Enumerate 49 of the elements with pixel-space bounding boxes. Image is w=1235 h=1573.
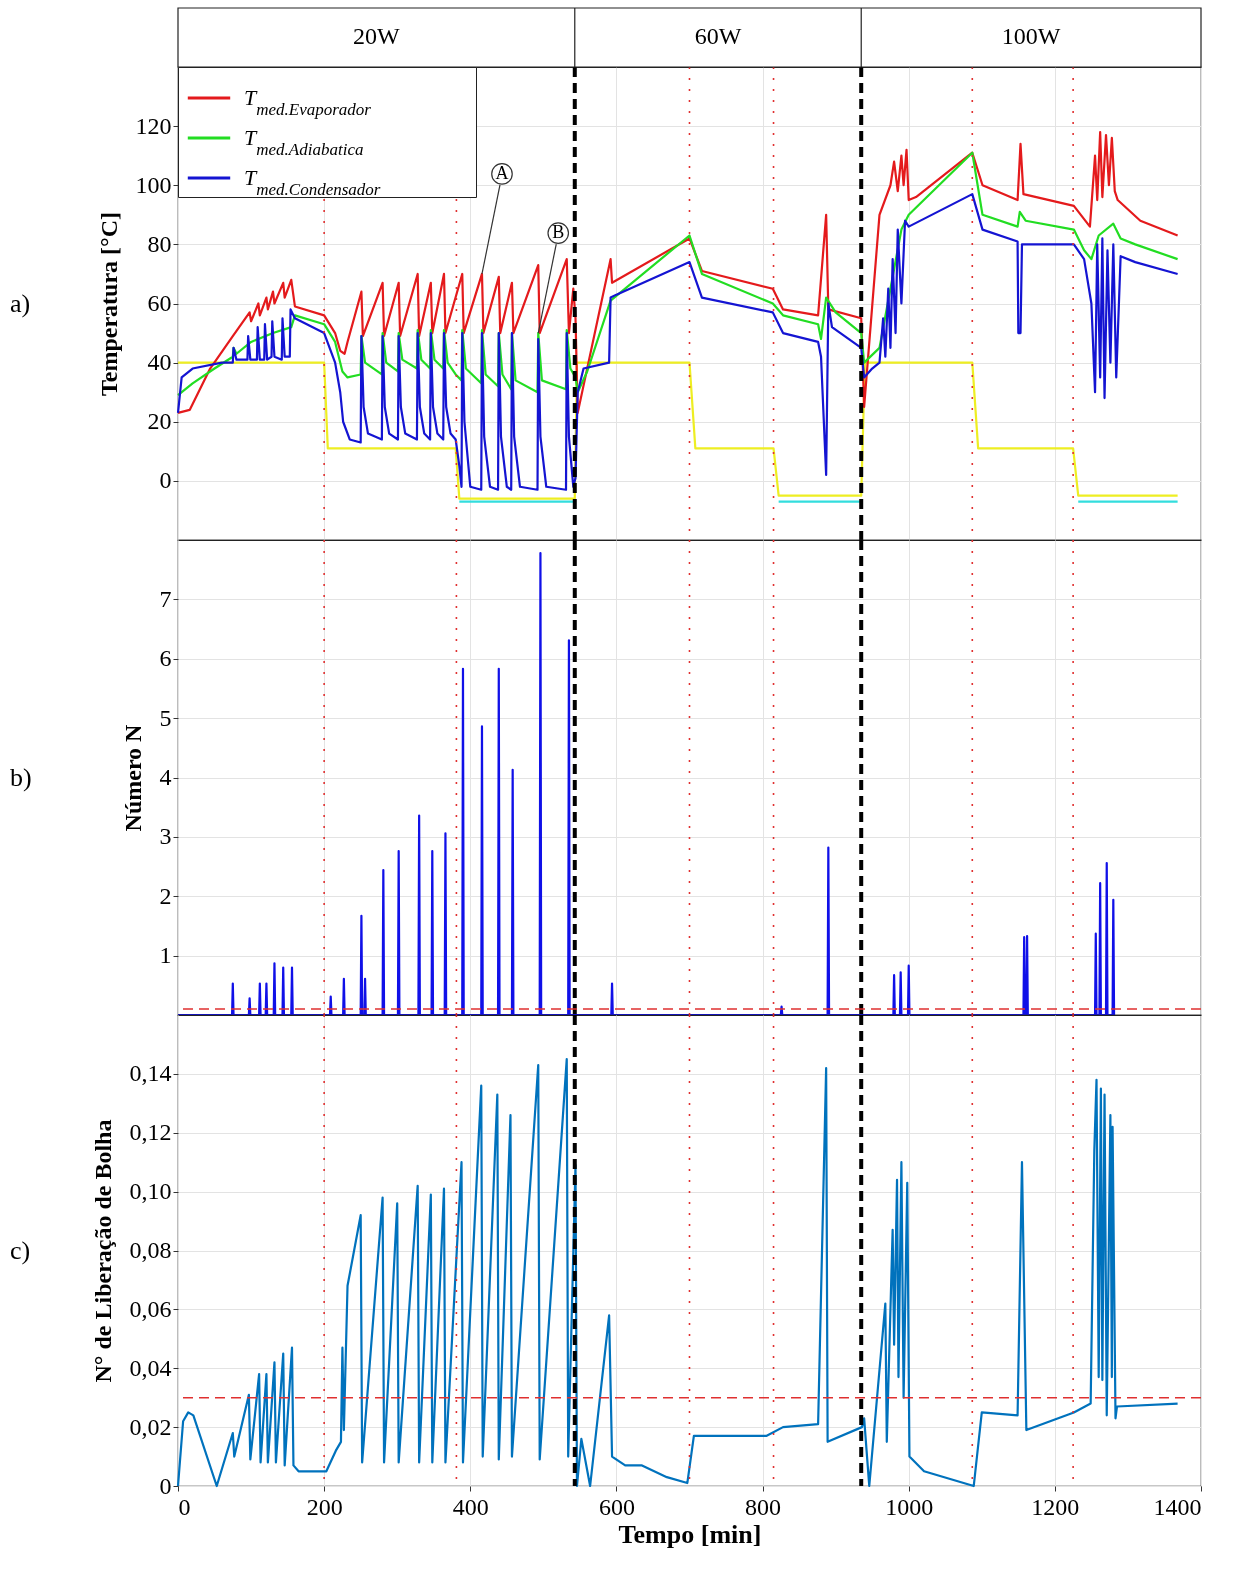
line-series [176, 361, 1179, 500]
y-tick-label: 80 [147, 230, 172, 257]
text: c) [10, 1235, 31, 1265]
y-tick-label: 0,14 [129, 1060, 172, 1087]
y-tick-label: 0,08 [129, 1237, 172, 1263]
text: b) [10, 762, 32, 792]
y-tick-label: 0,06 [129, 1295, 172, 1322]
legend-label: T$_{med.Condensador}$ [244, 165, 381, 199]
y-tick-label: 0,10 [129, 1178, 172, 1205]
x-tick-label: 1400 [1153, 1493, 1202, 1520]
y-tick-label: 0,12 [129, 1119, 172, 1146]
y-tick-label: 0,04 [129, 1354, 172, 1381]
y-axis-title: N° de Liberação de Bolha [89, 1119, 116, 1383]
annotation: B [552, 222, 565, 243]
y-tick-label: 0,02 [129, 1413, 172, 1440]
line-series [176, 551, 1116, 1017]
y-tick-label: 0 [159, 467, 172, 494]
x-tick-label: 1200 [1031, 1493, 1080, 1520]
x-tick-label: 200 [306, 1493, 343, 1520]
text: a) [10, 288, 31, 318]
y-tick-label: 40 [147, 349, 172, 376]
y-tick-label: 5 [159, 704, 172, 731]
x-tick-label: 1000 [885, 1493, 934, 1520]
line-series [176, 193, 1179, 491]
x-tick-label: 600 [598, 1493, 635, 1520]
y-tick-label: 60 [147, 290, 172, 316]
x-axis-title: Tempo [min] [618, 1519, 762, 1549]
y-tick-label: 100 [135, 171, 172, 198]
y-tick-label: 3 [159, 823, 172, 850]
y-tick-label: 0 [159, 1472, 172, 1499]
x-tick-label: 800 [745, 1493, 782, 1520]
y-tick-label: 7 [159, 585, 172, 612]
annotation: A [495, 162, 509, 183]
legend-label: T$_{med.Adiabatica}$ [244, 125, 364, 159]
y-tick-label: 120 [135, 112, 172, 139]
y-axis-title: Temperatura [°C] [95, 211, 122, 397]
y-tick-label: 20 [147, 408, 172, 435]
legend-label: T$_{med.Evaporador}$ [244, 85, 372, 119]
text: 100W [1001, 23, 1061, 49]
line-series [176, 1058, 1179, 1488]
y-tick-label: 1 [159, 942, 172, 969]
x-tick-label: 400 [452, 1493, 489, 1520]
y-axis-title: Número N [119, 723, 146, 832]
text: 60W [694, 23, 742, 49]
y-tick-label: 2 [159, 882, 172, 909]
y-tick-label: 4 [159, 764, 172, 790]
x-tick-label: 0 [178, 1493, 191, 1520]
text: 20W [353, 23, 401, 49]
y-tick-label: 6 [159, 645, 172, 672]
